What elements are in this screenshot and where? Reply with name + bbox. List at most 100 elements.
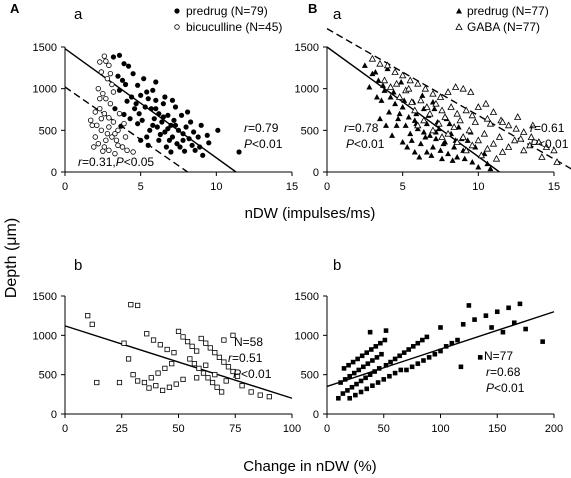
data-point	[550, 146, 558, 154]
data-point	[175, 328, 182, 335]
data-point	[395, 93, 404, 100]
data-point	[347, 373, 352, 379]
data-point	[223, 378, 229, 384]
data-point	[370, 358, 375, 363]
data-point	[373, 344, 379, 349]
data-point	[95, 85, 101, 92]
data-point	[124, 147, 130, 154]
data-point	[98, 115, 105, 122]
data-point	[351, 370, 357, 376]
data-point	[468, 111, 476, 119]
legend-marker-filled-triangle	[456, 8, 462, 14]
data-point	[483, 144, 492, 152]
legend-label: predrug (N=79)	[186, 4, 268, 18]
data-point	[197, 144, 203, 150]
data-point	[437, 147, 444, 153]
data-point	[162, 129, 168, 135]
data-point	[391, 68, 399, 75]
stat-annotation: r=0.78	[344, 121, 379, 135]
data-point	[459, 84, 467, 92]
data-point	[151, 116, 157, 122]
stat-text: <0.01	[538, 137, 569, 151]
data-point	[472, 317, 477, 322]
data-point	[160, 101, 166, 107]
data-point	[119, 144, 126, 150]
data-point	[145, 96, 151, 102]
data-point	[175, 127, 182, 133]
data-point	[104, 130, 111, 137]
data-point	[383, 362, 389, 368]
data-point	[462, 146, 470, 154]
data-point	[426, 355, 432, 360]
data-point	[169, 97, 176, 103]
data-point	[523, 326, 528, 332]
data-point	[381, 87, 388, 93]
stat-text: <0.01	[241, 367, 272, 381]
data-point	[121, 120, 127, 127]
data-point	[384, 65, 391, 72]
data-point	[359, 353, 365, 359]
data-point	[406, 76, 414, 84]
data-point	[529, 121, 537, 129]
plot-area-A-a: 0 5 10 15 0 500 1000 1500	[33, 42, 299, 193]
data-point	[428, 152, 435, 158]
data-point	[180, 131, 186, 137]
data-point	[435, 125, 442, 132]
data-point	[390, 89, 397, 95]
data-point	[504, 143, 513, 150]
x-tick-label: 15	[286, 181, 298, 193]
data-point	[432, 99, 440, 107]
data-point	[401, 350, 407, 355]
data-point	[426, 109, 434, 117]
data-point	[221, 337, 227, 343]
data-point	[97, 95, 103, 102]
data-point	[95, 140, 101, 147]
legend-marker-open-triangle	[455, 23, 463, 30]
x-tick-label: 25	[116, 423, 128, 435]
stat-text: P	[244, 137, 252, 151]
data-point	[100, 90, 106, 97]
data-point	[154, 124, 160, 130]
data-point	[116, 379, 123, 386]
data-point	[153, 79, 159, 85]
data-point	[121, 111, 127, 118]
data-point	[423, 149, 430, 155]
y-tick-label: 500	[301, 370, 319, 382]
data-point	[376, 115, 383, 122]
data-point	[388, 359, 393, 365]
stat-annotation: P<0.01	[530, 137, 569, 151]
data-point	[234, 373, 241, 379]
data-point	[157, 342, 163, 348]
data-point	[122, 134, 129, 140]
y-tick-label: 0	[313, 167, 319, 179]
data-point	[489, 139, 498, 147]
data-point	[368, 347, 374, 352]
data-point	[266, 394, 272, 400]
data-point	[396, 110, 403, 117]
data-point	[350, 359, 356, 365]
data-point	[160, 387, 166, 394]
x-tick-label: 75	[229, 423, 241, 435]
data-point	[165, 112, 171, 118]
data-point	[415, 361, 421, 366]
data-point	[168, 149, 174, 155]
data-point	[122, 81, 129, 88]
data-point	[135, 302, 141, 309]
data-point	[438, 325, 443, 330]
data-point	[116, 110, 123, 117]
data-point	[451, 144, 458, 150]
data-point	[89, 122, 95, 129]
data-point	[191, 361, 197, 367]
stat-text: <0.05	[124, 155, 155, 169]
data-point	[520, 128, 528, 135]
data-point	[429, 89, 437, 97]
data-point	[153, 383, 159, 389]
data-point	[447, 103, 455, 110]
panel-letter-A: A	[10, 1, 20, 16]
data-point	[159, 119, 165, 125]
plot-area-B-a: 0 5 10 15 0 500 1000 1500	[295, 28, 571, 193]
data-point	[180, 334, 186, 340]
data-point	[103, 58, 109, 64]
data-point	[128, 94, 135, 100]
stat-text: r	[344, 121, 349, 135]
